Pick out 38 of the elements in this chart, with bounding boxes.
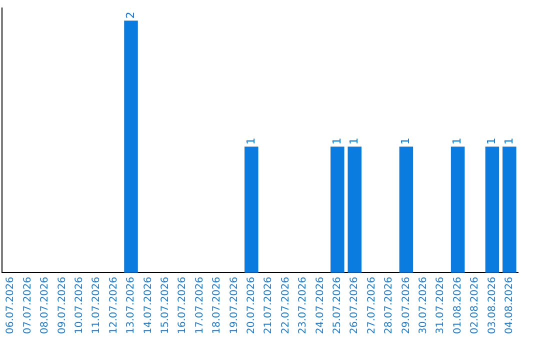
- x-tick-label: 28.07.2026: [384, 276, 395, 334]
- x-tick-label: 30.07.2026: [418, 276, 429, 334]
- x-tick-label: 14.07.2026: [142, 276, 154, 334]
- x-tick-label: 07.07.2026: [22, 276, 34, 334]
- x-tick-label: 18.07.2026: [212, 276, 223, 334]
- data-label: 1: [502, 138, 516, 145]
- x-tick-label: 16.07.2026: [177, 276, 188, 334]
- x-tick-label: 09.07.2026: [56, 276, 68, 334]
- x-tick-label: 06.07.2026: [5, 276, 16, 334]
- data-label: 1: [399, 138, 412, 145]
- data-label: 1: [244, 138, 258, 145]
- x-tick-label: 12.07.2026: [108, 276, 120, 334]
- x-tick-label: 04.08.2026: [504, 276, 515, 334]
- x-tick-label: 26.07.2026: [349, 276, 360, 334]
- x-tick-label: 11.07.2026: [91, 276, 102, 334]
- x-tick-label: 25.07.2026: [332, 276, 343, 334]
- x-tick-label: 17.07.2026: [194, 276, 206, 334]
- x-tick-label: 02.08.2026: [470, 276, 481, 334]
- data-label: 1: [450, 138, 464, 145]
- x-tick-label: 31.07.2026: [435, 276, 446, 334]
- x-tick-label: 29.07.2026: [400, 276, 412, 334]
- data-label: 1: [485, 138, 498, 145]
- x-tick-label: 27.07.2026: [366, 276, 378, 334]
- x-tick-label: 20.07.2026: [246, 276, 257, 334]
- x-tick-label: 24.07.2026: [314, 276, 326, 334]
- x-tick-label: 19.07.2026: [228, 276, 240, 334]
- x-tick-label: 23.07.2026: [298, 276, 309, 334]
- data-label: 1: [330, 138, 344, 145]
- x-tick-label: 03.08.2026: [486, 276, 498, 334]
- x-tick-label: 21.07.2026: [263, 276, 274, 334]
- x-tick-label: 15.07.2026: [160, 276, 171, 334]
- data-label: 1: [347, 138, 360, 145]
- x-tick-label: 01.08.2026: [452, 276, 464, 334]
- x-tick-label: 22.07.2026: [280, 276, 292, 334]
- data-label: 2: [124, 12, 137, 19]
- x-tick-label: 13.07.2026: [126, 276, 137, 334]
- x-tick-label: 08.07.2026: [40, 276, 51, 334]
- x-tick-label: 10.07.2026: [74, 276, 85, 334]
